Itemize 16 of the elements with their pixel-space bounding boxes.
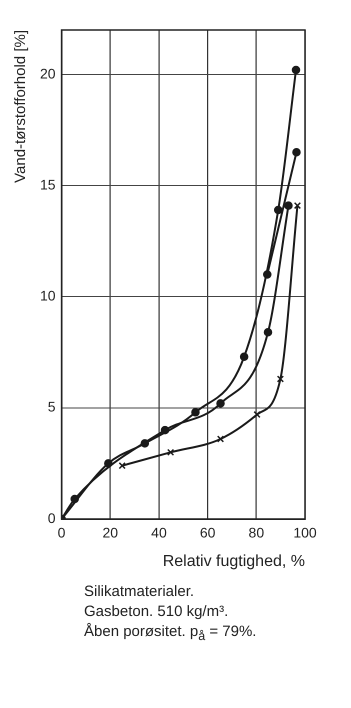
y-tick-label: 20 [40,65,56,82]
x-tick-label: 60 [200,524,216,540]
text: Åben porøsitet. p$_{å}$ = 79%. [84,622,256,645]
x-axis-title: Relativ fugtighed, % [162,552,305,570]
x-tick-label: 20 [102,524,118,540]
y-axis-title: Vand-tørstofforhold [%] [12,30,30,183]
y-tick-label: 10 [40,288,56,304]
x-tick-label: 100 [293,524,317,540]
text: Gasbeton. 510 kg/m³. [84,602,230,622]
x-tick-label: 80 [248,524,264,540]
x-tick-label: 40 [151,524,167,540]
y-tick-label: 0 [48,510,56,526]
y-tick-label: 15 [40,176,56,192]
x-tick-label: 0 [58,524,66,540]
y-tick-label: 5 [48,398,56,415]
text: Silikatmaterialer. [84,582,196,602]
